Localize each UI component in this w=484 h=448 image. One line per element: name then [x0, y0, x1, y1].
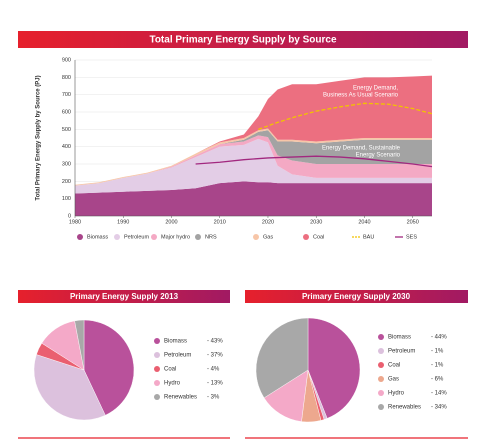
pie-slice [83, 319, 135, 416]
legend-label: Renewables [388, 405, 421, 411]
legend-label: Biomass [164, 339, 187, 345]
legend-marker [195, 234, 201, 240]
line [258, 102, 433, 130]
legend-marker [378, 348, 384, 354]
x-tick-label: 1980 [69, 219, 81, 225]
y-tick-label: 400 [62, 144, 71, 150]
legend-marker [378, 390, 384, 396]
x-tick-label: 1990 [117, 219, 129, 225]
annotation: Energy Demand, [353, 86, 398, 92]
data-label: - 3% [207, 395, 220, 401]
data-label: - 37% [207, 353, 223, 359]
annotation: Energy Scenario [356, 153, 401, 159]
x-tick-label: 2030 [310, 219, 322, 225]
legend-marker [378, 404, 384, 410]
pie-slice [307, 317, 361, 419]
title-bar [245, 290, 468, 303]
data-label: - 34% [431, 405, 447, 411]
y-tick-label: 600 [62, 109, 71, 115]
pie-slice [33, 354, 106, 421]
legend-marker [154, 380, 160, 386]
y-tick-label: 200 [62, 179, 71, 185]
legend-label: Coal [313, 234, 324, 240]
legend-marker [151, 234, 157, 240]
title-bar [18, 290, 230, 303]
x-tick-label: 2050 [407, 219, 419, 225]
legend-marker [154, 394, 160, 400]
y-tick-label: 900 [62, 57, 71, 63]
legend-label: Hydro [164, 381, 181, 387]
area [75, 75, 432, 185]
data-label: - 43% [207, 339, 223, 345]
legend-marker [378, 334, 384, 340]
legend-marker [77, 234, 83, 240]
area [75, 181, 432, 216]
data-label: - 14% [431, 391, 447, 397]
legend-marker [154, 352, 160, 358]
x-tick-label: 2010 [214, 219, 226, 225]
data-label: - 13% [207, 381, 223, 387]
legend-label: BAU [363, 234, 374, 240]
area [75, 138, 432, 194]
y-tick-label: 300 [62, 161, 71, 167]
y-tick-label: 500 [62, 127, 71, 133]
pie-slice [74, 319, 85, 371]
y-tick-label: 700 [62, 92, 71, 98]
legend-label: Biomass [87, 234, 108, 240]
legend-label: Biomass [388, 335, 411, 341]
legend-label: NRS [205, 234, 217, 240]
line [195, 155, 433, 168]
legend-label: Petroleum [388, 349, 415, 355]
legend-marker [253, 234, 259, 240]
legend-label: Petroleum [124, 234, 149, 240]
legend-marker [378, 376, 384, 382]
data-label: - 4% [207, 367, 220, 373]
annotation: Energy Demand, Sustainable [322, 146, 401, 152]
legend-marker [154, 338, 160, 344]
x-tick-label: 2000 [165, 219, 177, 225]
y-tick-label: 0 [68, 213, 71, 219]
legend-label: Coal [388, 363, 400, 369]
area [75, 128, 432, 186]
legend-label: Gas [263, 234, 273, 240]
legend-label: Gas [388, 377, 399, 383]
x-tick-label: 2020 [262, 219, 274, 225]
data-label: - 6% [431, 377, 444, 383]
legend-marker [303, 234, 309, 240]
data-label: - 1% [431, 349, 444, 355]
legend-label: Coal [164, 367, 176, 373]
y-tick-label: 100 [62, 196, 71, 202]
data-label: - 44% [431, 335, 447, 341]
x-tick-label: 2040 [358, 219, 370, 225]
legend-label: Major hydro [161, 234, 190, 240]
legend-marker [154, 366, 160, 372]
pie-title: Primary Energy Supply 2013 [70, 292, 179, 301]
title-bar [18, 31, 468, 48]
pie-slice [255, 317, 309, 399]
pie-title: Primary Energy Supply 2030 [302, 292, 411, 301]
legend-label: Petroleum [164, 353, 191, 359]
legend-label: Renewables [164, 395, 197, 401]
chart-title: Total Primary Energy Supply by Source [149, 35, 337, 46]
legend-marker [378, 362, 384, 368]
area [75, 135, 432, 186]
data-label: - 1% [431, 363, 444, 369]
annotation: Business As Usual Scenario [323, 93, 399, 99]
legend-label: SES [406, 234, 417, 240]
legend-label: Hydro [388, 391, 405, 397]
y-tick-label: 800 [62, 75, 71, 81]
y-axis-title: Total Primary Energy Supply by Source (P… [36, 75, 42, 200]
legend-marker [114, 234, 120, 240]
area [75, 130, 432, 186]
